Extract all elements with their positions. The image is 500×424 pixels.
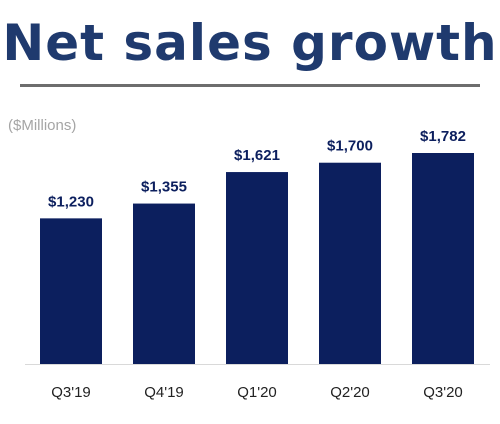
- x-tick-label: Q4'19: [144, 384, 184, 401]
- bar: [40, 218, 102, 364]
- x-tick-label: Q1'20: [237, 384, 277, 401]
- data-label: $1,782: [420, 128, 466, 145]
- page-title: Net sales growth: [2, 14, 498, 72]
- unit-label: ($Millions): [8, 117, 77, 134]
- bar: [133, 203, 195, 364]
- data-label: $1,700: [327, 138, 373, 155]
- data-label: $1,621: [234, 147, 280, 164]
- x-tick-label: Q3'20: [423, 384, 463, 401]
- data-label: $1,355: [141, 179, 187, 196]
- bar: [226, 172, 288, 364]
- bar: [319, 162, 381, 364]
- x-tick-label: Q2'20: [330, 384, 370, 401]
- data-label: $1,230: [48, 193, 94, 210]
- bar: [412, 153, 474, 364]
- x-tick-label: Q3'19: [51, 384, 91, 401]
- title-divider: [20, 84, 480, 87]
